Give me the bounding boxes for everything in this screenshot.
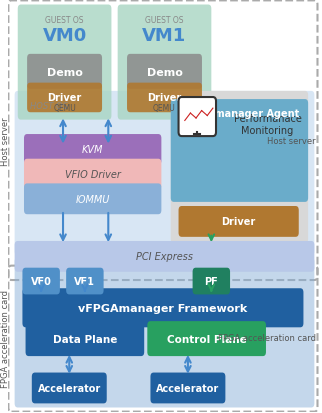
Text: VM1: VM1 xyxy=(142,27,187,45)
FancyBboxPatch shape xyxy=(14,241,314,272)
FancyBboxPatch shape xyxy=(24,159,161,190)
Text: FPGA acceleration card: FPGA acceleration card xyxy=(1,289,10,387)
Text: PF: PF xyxy=(204,276,218,286)
Text: VF1: VF1 xyxy=(74,276,95,286)
FancyBboxPatch shape xyxy=(147,321,266,356)
Text: Data Plane: Data Plane xyxy=(53,334,117,344)
Text: Host server: Host server xyxy=(1,116,10,165)
Text: KVM: KVM xyxy=(82,145,103,155)
Text: HOST OS: HOST OS xyxy=(30,102,68,111)
FancyBboxPatch shape xyxy=(150,373,225,404)
Text: VF0: VF0 xyxy=(31,276,52,286)
FancyBboxPatch shape xyxy=(127,55,202,90)
Text: VM0: VM0 xyxy=(43,27,87,45)
FancyBboxPatch shape xyxy=(118,5,211,120)
Text: FPGA acceleration card: FPGA acceleration card xyxy=(218,333,316,342)
FancyBboxPatch shape xyxy=(178,98,216,137)
Text: Host server: Host server xyxy=(267,136,316,145)
Text: PCI Express: PCI Express xyxy=(136,252,193,262)
Text: Driver: Driver xyxy=(47,93,82,103)
Text: Control Plane: Control Plane xyxy=(167,334,247,344)
FancyBboxPatch shape xyxy=(24,135,161,166)
FancyBboxPatch shape xyxy=(66,268,104,295)
Text: GUEST OS: GUEST OS xyxy=(45,16,84,25)
FancyBboxPatch shape xyxy=(127,83,202,113)
FancyBboxPatch shape xyxy=(23,268,60,295)
Text: Accelerator: Accelerator xyxy=(38,383,101,393)
FancyBboxPatch shape xyxy=(178,206,299,237)
Text: QEMU: QEMU xyxy=(53,104,76,113)
FancyBboxPatch shape xyxy=(23,289,303,328)
FancyBboxPatch shape xyxy=(27,55,102,90)
Text: Demo: Demo xyxy=(47,67,82,77)
Text: GUEST OS: GUEST OS xyxy=(145,16,184,25)
Text: Driver: Driver xyxy=(222,217,256,227)
Text: vFPGAmanager Agent: vFPGAmanager Agent xyxy=(179,109,299,119)
FancyBboxPatch shape xyxy=(171,92,308,243)
Text: Demo: Demo xyxy=(147,67,183,77)
FancyBboxPatch shape xyxy=(25,321,144,356)
FancyBboxPatch shape xyxy=(14,92,314,256)
FancyBboxPatch shape xyxy=(14,258,314,408)
Text: Accelerator: Accelerator xyxy=(156,383,220,393)
Text: Performanace
Monitoring: Performanace Monitoring xyxy=(233,114,301,135)
FancyBboxPatch shape xyxy=(24,184,161,215)
Text: IOMMU: IOMMU xyxy=(75,195,110,204)
Text: vFPGAmanager Framework: vFPGAmanager Framework xyxy=(78,303,248,313)
FancyBboxPatch shape xyxy=(171,100,308,202)
Text: Driver: Driver xyxy=(147,93,182,103)
FancyBboxPatch shape xyxy=(32,373,107,404)
FancyBboxPatch shape xyxy=(18,5,111,120)
Text: QEMU: QEMU xyxy=(153,104,176,113)
FancyBboxPatch shape xyxy=(193,268,230,295)
FancyBboxPatch shape xyxy=(27,83,102,113)
Text: VFIO Driver: VFIO Driver xyxy=(65,170,121,180)
